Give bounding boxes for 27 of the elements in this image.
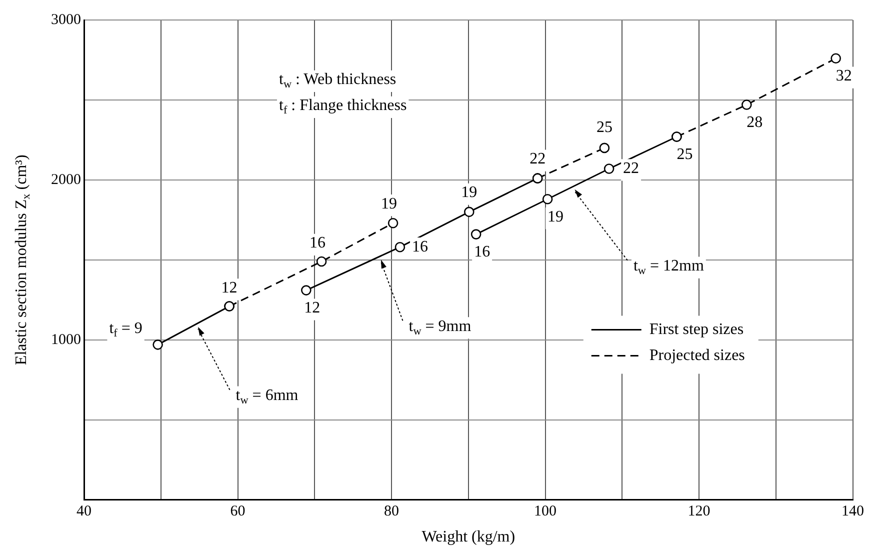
annotation: 19	[381, 195, 398, 212]
annotation: 28	[746, 114, 763, 131]
y-axis-title: Elastic section modulus Zx (cm³)	[13, 154, 33, 366]
x-axis-title: Weight (kg/m)	[422, 528, 516, 546]
x-tick-label: 120	[688, 504, 710, 520]
annotation: 32	[836, 68, 852, 85]
x-tick-label: 140	[842, 504, 864, 520]
annotation: 22	[623, 160, 640, 177]
x-tick-label: 40	[76, 504, 92, 520]
annotation: 16	[474, 244, 490, 261]
y-tick-label: 2000	[51, 172, 81, 188]
annotation: 22	[530, 150, 546, 168]
x-tick-label: 80	[384, 504, 399, 520]
legend-label: First step sizes	[649, 321, 744, 338]
y-tick-label: 3000	[51, 12, 81, 28]
x-tick-label: 100	[534, 504, 556, 520]
annotation: 25	[596, 119, 612, 136]
y-tick-label: 1000	[51, 332, 81, 348]
annotation: 19	[461, 184, 478, 202]
annotation: 16	[310, 234, 326, 252]
legend-label: Projected sizes	[649, 347, 745, 364]
annotation: 19	[548, 208, 564, 226]
annotation: 25	[676, 146, 693, 163]
x-tick-label: 60	[230, 504, 246, 520]
annotation: 12	[221, 279, 238, 296]
annotation: 16	[412, 238, 428, 256]
annotation: 12	[304, 299, 320, 316]
